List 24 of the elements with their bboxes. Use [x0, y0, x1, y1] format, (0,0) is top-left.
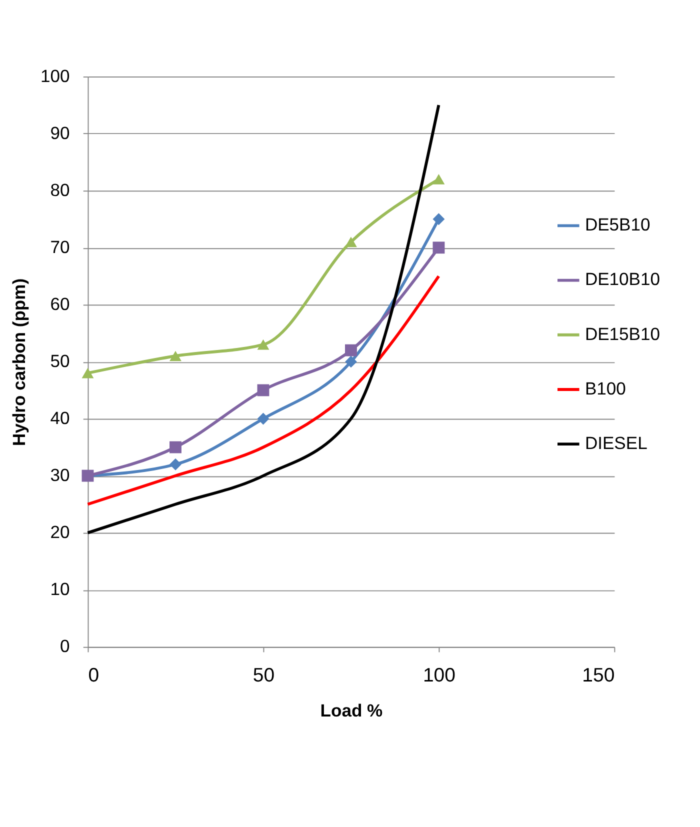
y-tick-label: 100 — [40, 66, 70, 86]
y-tick-label: 30 — [50, 465, 70, 486]
legend-label: DE15B10 — [584, 324, 660, 344]
y-tick-label: 70 — [50, 236, 70, 257]
x-tick-label: 50 — [252, 664, 275, 686]
y-tick-label: 0 — [60, 636, 70, 656]
y-tick-label: 20 — [50, 522, 70, 542]
y-tick-label: 60 — [50, 294, 70, 314]
y-tick-label: 50 — [50, 351, 70, 372]
legend-label: DE10B10 — [584, 269, 660, 290]
x-tick-label: 100 — [422, 664, 456, 686]
x-axis-title: Load % — [320, 700, 384, 721]
y-tick-label: 10 — [50, 579, 70, 600]
legend-label: B100 — [584, 378, 626, 398]
x-tick-label: 150 — [582, 664, 615, 686]
legend-label: DE5B10 — [584, 214, 651, 235]
y-tick-label: 80 — [50, 180, 70, 200]
x-tick-label: 0 — [88, 664, 100, 686]
line-series — [86, 104, 440, 534]
y-axis-title: Hydro carbon (ppm) — [8, 278, 29, 446]
y-tick-label: 90 — [50, 122, 70, 143]
legend-label: DIESEL — [584, 432, 648, 453]
y-tick-label: 40 — [50, 408, 70, 428]
line-series — [86, 274, 440, 506]
